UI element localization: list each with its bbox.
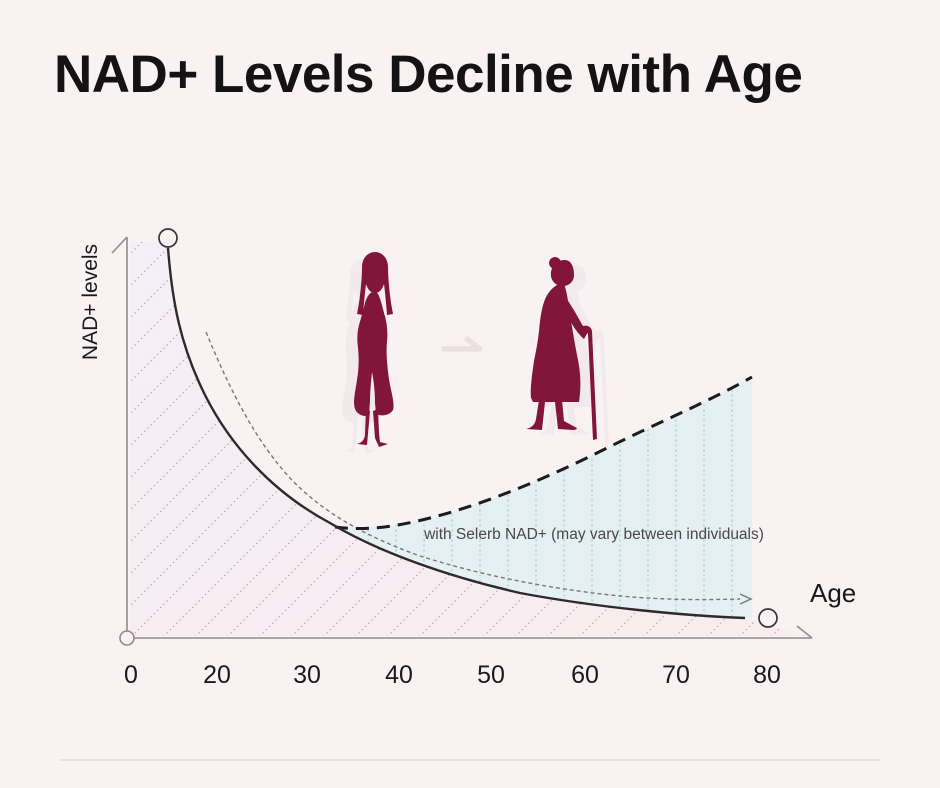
curve-start-marker: [158, 228, 178, 248]
x-tick-30: 30: [293, 661, 321, 689]
origin-marker: [119, 630, 135, 646]
supplement-gain-area: [338, 377, 752, 618]
page-title: NAD+ Levels Decline with Age: [54, 45, 803, 104]
baseline-decline-curve: [166, 247, 746, 620]
x-tick-70: 70: [662, 661, 690, 689]
decline-area: [130, 242, 806, 636]
x-tick-40: 40: [385, 661, 413, 689]
footer-divider: [60, 759, 880, 761]
diagonal-hatch: [130, 242, 806, 636]
figures: [342, 252, 609, 454]
x-tick-0: 0: [124, 661, 138, 689]
selerb-annotation: with Selerb NAD+ (may vary between indiv…: [423, 526, 764, 543]
x-tick-60: 60: [571, 661, 599, 689]
x-tick-labels: 0 20 30 40 50 60 70 80: [124, 661, 781, 689]
axes: [111, 236, 813, 646]
variation-curve-arrow-icon: [739, 593, 753, 605]
y-axis-label: NAD+ levels: [79, 244, 102, 360]
curve-end-marker: [758, 608, 778, 628]
x-axis-label: Age: [810, 578, 856, 608]
vertical-hatch: [338, 377, 752, 618]
individual-variation-curve: [205, 331, 741, 601]
y-axis-arrow-icon: [111, 236, 128, 254]
x-axis-arrow-icon: [796, 625, 813, 639]
aging-transition-arrow-icon: [441, 336, 483, 352]
x-tick-20: 20: [203, 661, 231, 689]
x-tick-80: 80: [753, 661, 781, 689]
x-tick-50: 50: [477, 661, 505, 689]
